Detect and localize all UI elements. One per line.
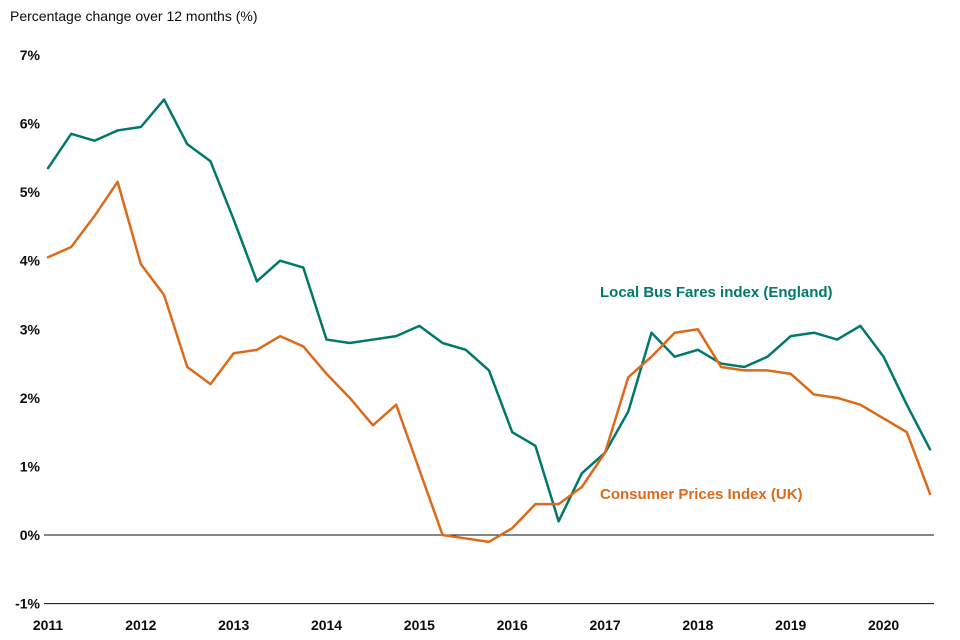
- x-axis-tick-label: 2018: [682, 617, 713, 633]
- y-axis-tick-label: -1%: [15, 596, 40, 612]
- x-axis-tick-label: 2012: [125, 617, 156, 633]
- x-axis-tick-label: 2014: [311, 617, 342, 633]
- y-axis-tick-label: 4%: [20, 253, 41, 269]
- cpi-line: [46, 180, 932, 544]
- y-axis-tick-label: 2%: [20, 390, 41, 406]
- x-axis-tick-label: 2011: [33, 617, 64, 633]
- y-axis-tick-label: 7%: [20, 47, 41, 63]
- x-axis-tick-label: 2019: [775, 617, 806, 633]
- y-axis-tick-label: 1%: [20, 458, 41, 474]
- x-axis-tick-label: 2016: [497, 617, 528, 633]
- chart-title: Percentage change over 12 months (%): [10, 8, 258, 24]
- legend-label-bus-fares: Local Bus Fares index (England): [600, 284, 833, 301]
- y-axis-tick-label: 5%: [20, 184, 41, 200]
- x-axis-tick-label: 2015: [404, 617, 435, 633]
- x-axis-tick-label: 2013: [218, 617, 249, 633]
- y-axis-tick-label: 0%: [20, 527, 41, 543]
- bus-fares-line: [46, 98, 932, 523]
- legend-label-cpi: Consumer Prices Index (UK): [600, 486, 803, 503]
- x-axis-tick-label: 2017: [589, 617, 620, 633]
- y-axis-tick-label: 3%: [20, 321, 41, 337]
- x-axis-tick-label: 2020: [868, 617, 899, 633]
- y-axis-tick-label: 6%: [20, 116, 41, 132]
